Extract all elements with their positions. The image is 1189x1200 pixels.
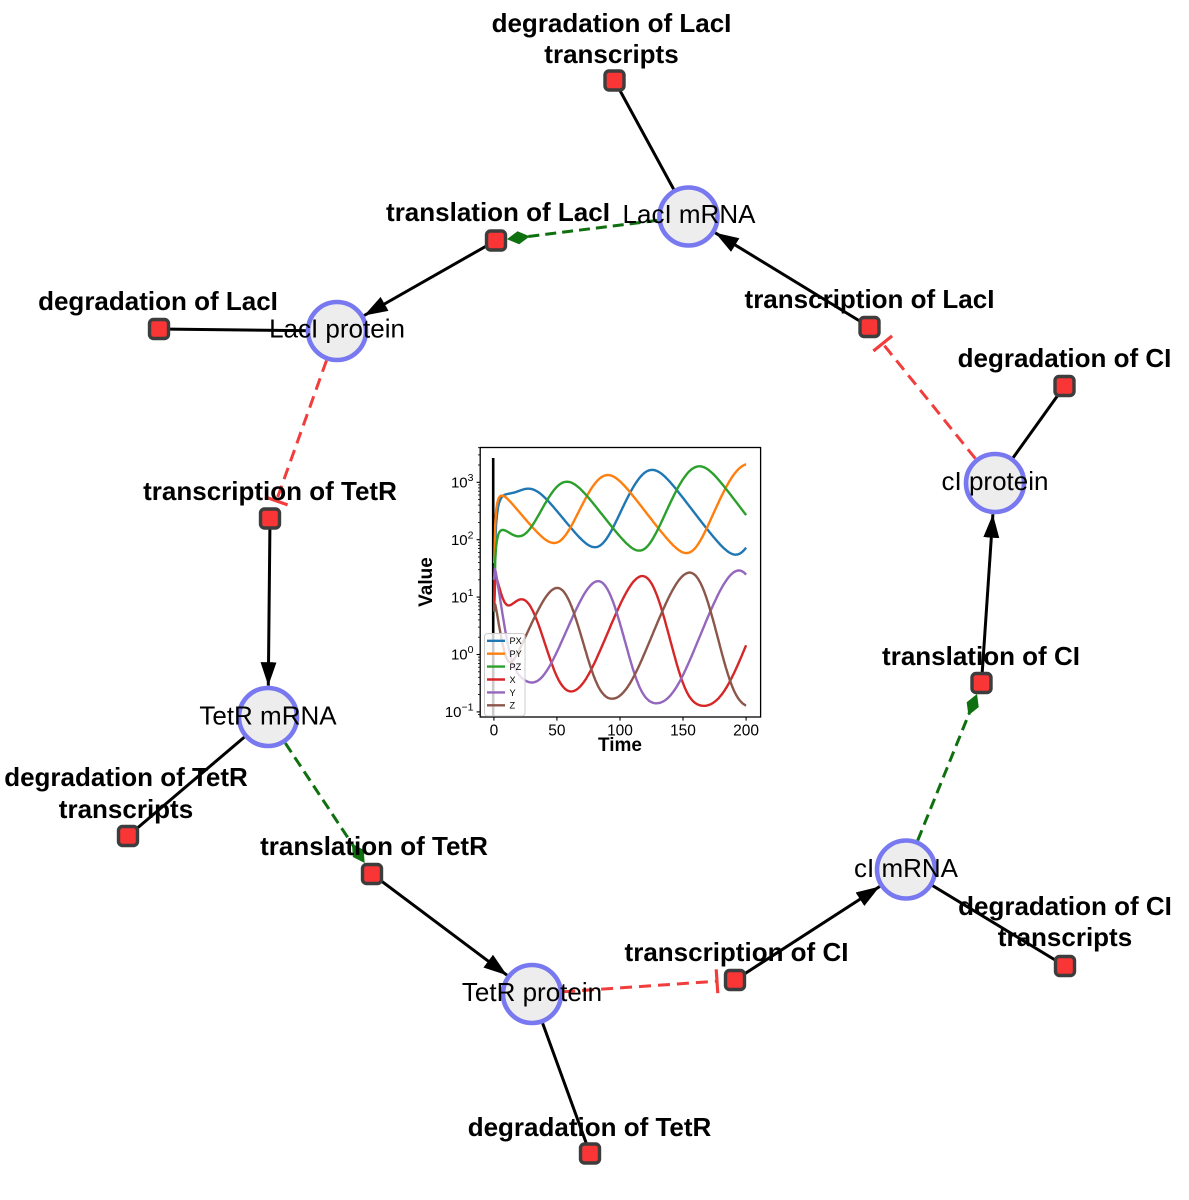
svg-text:TetR protein: TetR protein (462, 977, 602, 1007)
svg-text:X: X (510, 675, 516, 685)
svg-text:degradation of TetR: degradation of TetR (468, 1112, 712, 1142)
svg-text:100: 100 (451, 644, 474, 664)
svg-text:PY: PY (510, 649, 522, 659)
svg-text:50: 50 (548, 723, 566, 740)
svg-text:PZ: PZ (510, 662, 522, 672)
svg-text:degradation of LacI: degradation of LacI (492, 8, 732, 38)
svg-text:degradation of CI: degradation of CI (958, 891, 1172, 921)
svg-text:10−1: 10−1 (445, 702, 474, 722)
svg-text:translation of LacI: translation of LacI (386, 197, 610, 227)
svg-text:PX: PX (510, 636, 522, 646)
svg-text:Value: Value (416, 557, 437, 607)
svg-text:101: 101 (451, 587, 474, 607)
svg-text:100: 100 (607, 723, 633, 740)
svg-text:103: 103 (451, 472, 474, 492)
svg-text:LacI protein: LacI protein (269, 314, 405, 344)
svg-text:transcription of TetR: transcription of TetR (143, 476, 397, 506)
svg-text:cI mRNA: cI mRNA (854, 853, 959, 883)
svg-text:Z: Z (510, 701, 516, 711)
svg-text:0: 0 (490, 723, 499, 740)
svg-text:translation of TetR: translation of TetR (260, 831, 488, 861)
svg-text:200: 200 (733, 723, 759, 740)
svg-text:transcripts: transcripts (544, 39, 678, 69)
svg-text:Y: Y (510, 688, 516, 698)
svg-text:degradation of LacI: degradation of LacI (38, 286, 278, 316)
svg-text:translation of CI: translation of CI (882, 641, 1080, 671)
svg-text:transcripts: transcripts (59, 794, 193, 824)
svg-text:transcription of CI: transcription of CI (625, 937, 849, 967)
svg-text:LacI mRNA: LacI mRNA (623, 199, 757, 229)
svg-text:TetR mRNA: TetR mRNA (199, 701, 337, 731)
svg-text:degradation of TetR: degradation of TetR (4, 762, 248, 792)
svg-text:Time: Time (598, 735, 642, 756)
svg-text:degradation of CI: degradation of CI (958, 343, 1172, 373)
svg-text:150: 150 (670, 723, 696, 740)
svg-text:cI protein: cI protein (942, 466, 1049, 496)
svg-text:transcription of LacI: transcription of LacI (745, 284, 995, 314)
svg-text:transcripts: transcripts (998, 922, 1132, 952)
svg-text:102: 102 (451, 529, 474, 549)
